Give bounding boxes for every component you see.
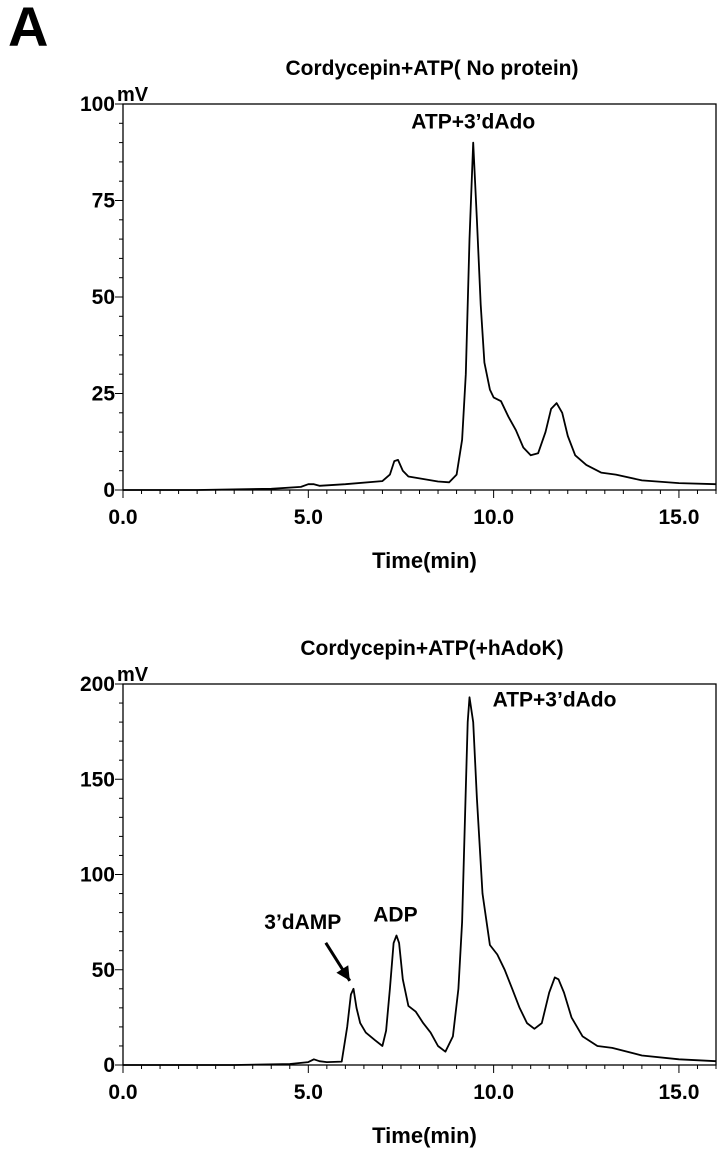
chart-2: Cordycepin+ATP(+hAdoK) 0.0 5.0 10.0 15.0 0 50 1… xyxy=(80,637,717,1148)
x-tick-label: 15.0 xyxy=(659,506,700,529)
chart-title: Cordycepin+ATP(+hAdoK) xyxy=(300,637,563,660)
x-axis-label: Time(min) xyxy=(372,548,477,573)
y-tick-label: 0 xyxy=(103,479,115,502)
y-tick-label: 100 xyxy=(80,93,115,116)
arrow-head xyxy=(336,965,350,981)
x-tick-label: 0.0 xyxy=(108,1081,137,1104)
x-tick-label: 0.0 xyxy=(108,506,137,529)
peak-label: 3’dAMP xyxy=(264,911,341,934)
y-tick-label: 25 xyxy=(92,383,116,406)
plot-frame xyxy=(122,683,717,1066)
x-axis-label: Time(min) xyxy=(372,1123,477,1148)
plot-frame xyxy=(122,103,717,491)
y-tick-label: 0 xyxy=(103,1054,115,1077)
y-axis-unit: mV xyxy=(117,664,149,686)
panel-label: A xyxy=(8,0,49,58)
y-tick-label: 50 xyxy=(92,959,115,982)
y-tick-label: 150 xyxy=(80,768,115,791)
x-tick-label: 5.0 xyxy=(294,1081,323,1104)
chart-1: Cordycepin+ATP( No protein) 0.0 5.0 10.0 15.… xyxy=(80,57,717,573)
y-axis-unit: mV xyxy=(117,84,149,106)
chromatogram-trace xyxy=(123,141,717,491)
y-tick-label: 50 xyxy=(92,286,115,309)
x-tick-label: 15.0 xyxy=(659,1081,700,1104)
y-tick-label: 75 xyxy=(92,190,116,213)
x-tick-label: 5.0 xyxy=(294,506,323,529)
peak-label: ATP+3’dAdo xyxy=(493,688,617,711)
chart-title: Cordycepin+ATP( No protein) xyxy=(285,57,578,80)
x-tick-label: 10.0 xyxy=(473,1081,514,1104)
x-tick-label: 10.0 xyxy=(473,506,514,529)
y-tick-label: 100 xyxy=(80,864,115,887)
y-tick-label: 200 xyxy=(80,673,115,696)
chromatogram-trace xyxy=(123,696,717,1066)
peak-label: ADP xyxy=(373,903,417,926)
peak-label: ATP+3’dAdo xyxy=(411,111,535,134)
